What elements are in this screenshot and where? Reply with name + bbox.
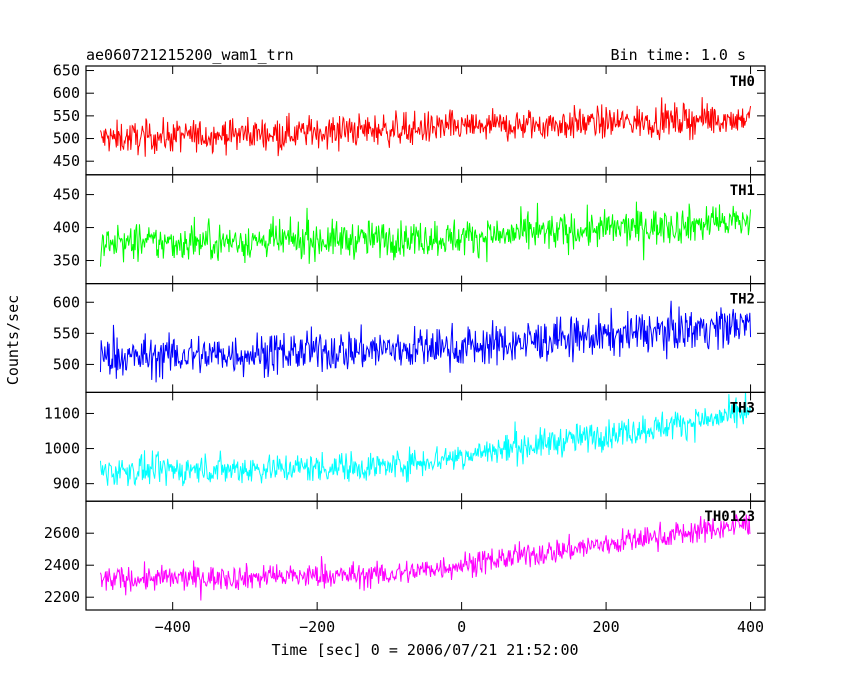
x-tick-label: 200 [593, 618, 620, 636]
y-tick-label: 2600 [44, 524, 80, 542]
y-tick-label: 2200 [44, 588, 80, 606]
series-line-th1 [99, 201, 752, 267]
series-line-th0 [99, 97, 752, 157]
y-tick-label: 500 [53, 130, 80, 148]
y-tick-label: 500 [53, 355, 80, 373]
x-tick-label: −200 [299, 618, 335, 636]
y-axis-title: Counts/sec [4, 295, 22, 385]
panel-name-th2: TH2 [730, 292, 755, 308]
y-tick-label: 900 [53, 475, 80, 493]
y-tick-label: 650 [53, 62, 80, 80]
y-tick-label: 400 [53, 219, 80, 237]
x-tick-label: 400 [737, 618, 764, 636]
x-tick-label: 0 [457, 618, 466, 636]
panel-name-th3: TH3 [730, 400, 755, 416]
y-tick-label: 600 [53, 84, 80, 102]
panel-frame-th0123 [85, 500, 766, 611]
chart-title: ae060721215200_wam1_trn [86, 46, 294, 64]
panel-frame-th3 [85, 391, 766, 502]
panel-name-th0: TH0 [730, 74, 755, 90]
series-line-th0123 [99, 514, 751, 601]
y-tick-label: 450 [53, 186, 80, 204]
y-tick-label: 350 [53, 252, 80, 270]
panels-group: 450 500 550 600 650 TH0 350 400 450 TH1 500 550 600 T… [44, 62, 766, 636]
y-tick-label: 2400 [44, 556, 80, 574]
y-tick-label: 1100 [44, 404, 80, 422]
y-tick-label: 550 [53, 324, 80, 342]
x-axis-title: Time [sec] 0 = 2006/07/21 21:52:00 [271, 641, 578, 659]
y-tick-label: 450 [53, 152, 80, 170]
y-tick-label: 1000 [44, 440, 80, 458]
series-line-th3 [99, 392, 752, 487]
panel-name-th0123: TH0123 [704, 509, 755, 525]
x-tick-label: −400 [155, 618, 191, 636]
y-tick-label: 600 [53, 293, 80, 311]
panel-name-th1: TH1 [730, 183, 755, 199]
bin-time-label: Bin time: 1.0 s [611, 46, 746, 64]
series-line-th2 [99, 300, 752, 383]
y-tick-label: 550 [53, 107, 80, 125]
